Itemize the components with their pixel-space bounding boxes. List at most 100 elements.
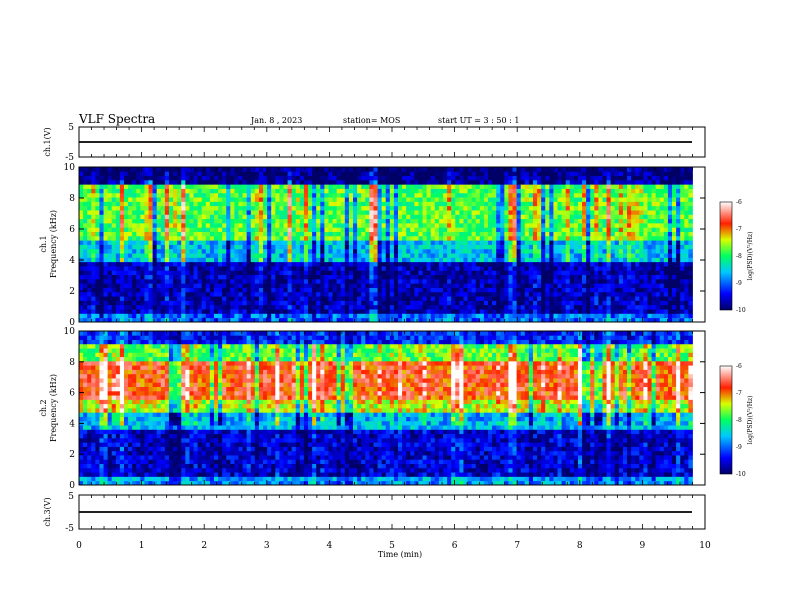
heatmap-cell	[582, 283, 587, 288]
heatmap-cell	[258, 192, 264, 198]
heatmap-cell	[189, 231, 194, 237]
heatmap-cell	[283, 287, 288, 293]
heatmap-cell	[590, 179, 595, 185]
heatmap-cell	[128, 192, 133, 198]
heatmap-cell	[512, 300, 518, 306]
heatmap-cell	[267, 283, 272, 288]
heatmap-cell	[471, 296, 477, 301]
heatmap-cell	[123, 317, 129, 323]
heatmap-cell	[246, 253, 252, 258]
heatmap-cell	[91, 253, 96, 258]
heatmap-cell	[406, 222, 411, 228]
heatmap-cell	[631, 266, 636, 271]
heatmap-cell	[635, 227, 640, 232]
heatmap-cell	[635, 210, 640, 215]
heatmap-cell	[487, 167, 493, 172]
heatmap-cell	[328, 171, 333, 177]
heatmap-cell	[324, 287, 329, 293]
heatmap-cell	[537, 261, 542, 267]
heatmap-cell	[230, 291, 235, 297]
heatmap-cell	[103, 274, 109, 280]
heatmap-cell	[549, 188, 554, 194]
heatmap-cell	[475, 296, 481, 301]
heatmap-cell	[606, 214, 612, 220]
heatmap-cell	[451, 231, 456, 237]
heatmap-cell	[336, 214, 342, 220]
heatmap-cell	[185, 309, 190, 314]
heatmap-cell	[635, 257, 640, 263]
heatmap-cell	[561, 231, 567, 237]
heatmap-cell	[238, 214, 243, 220]
heatmap-cell	[520, 253, 526, 258]
heatmap-cell	[230, 227, 235, 232]
heatmap-cell	[283, 214, 288, 220]
heatmap-cell	[234, 244, 239, 250]
heatmap-cell	[549, 253, 554, 258]
heatmap-cell	[250, 188, 256, 194]
heatmap-cell	[336, 291, 342, 297]
heatmap-cell	[373, 222, 378, 228]
heatmap-cell	[577, 278, 583, 284]
heatmap-cell	[115, 274, 121, 280]
heatmap-cell	[328, 274, 333, 280]
heatmap-cell	[168, 266, 174, 271]
heatmap-cell	[582, 270, 587, 276]
heatmap-cell	[291, 210, 297, 215]
heatmap-cell	[168, 235, 174, 241]
heatmap-cell	[340, 244, 346, 250]
heatmap-cell	[385, 257, 391, 263]
heatmap-cell	[451, 235, 456, 241]
heatmap-cell	[475, 261, 481, 267]
heatmap-cell	[398, 300, 403, 306]
heatmap-cell	[299, 300, 305, 306]
heatmap-cell	[512, 309, 518, 314]
heatmap-cell	[79, 283, 84, 288]
heatmap-cell	[193, 296, 199, 301]
heatmap-cell	[627, 210, 632, 215]
heatmap-cell	[87, 266, 92, 271]
heatmap-cell	[189, 266, 194, 271]
heatmap-cell	[389, 192, 395, 198]
heatmap-cell	[451, 257, 456, 263]
heatmap-cell	[532, 210, 538, 215]
heatmap-cell	[459, 201, 464, 207]
heatmap-cell	[353, 274, 358, 280]
heatmap-cell	[565, 179, 571, 185]
heatmap-cell	[115, 283, 121, 288]
heatmap-cell	[144, 248, 149, 254]
heatmap-cell	[459, 240, 464, 245]
heatmap-cell	[557, 205, 562, 211]
heatmap-cell	[512, 253, 518, 258]
heatmap-cell	[516, 278, 522, 284]
heatmap-cell	[132, 222, 137, 228]
heatmap-cell	[582, 210, 587, 215]
heatmap-cell	[316, 214, 321, 220]
heatmap-cell	[160, 205, 166, 211]
heatmap-cell	[402, 283, 407, 288]
heatmap-cell	[418, 291, 423, 297]
heatmap-cell	[279, 283, 284, 288]
heatmap-cell	[565, 253, 571, 258]
heatmap-cell	[197, 197, 203, 202]
heatmap-cell	[487, 197, 493, 202]
heatmap-cell	[459, 278, 464, 284]
heatmap-cell	[173, 214, 178, 220]
heatmap-cell	[508, 210, 513, 215]
heatmap-cell	[128, 222, 133, 228]
heatmap-cell	[107, 283, 113, 288]
heatmap-cell	[152, 175, 158, 181]
heatmap-cell	[541, 257, 546, 263]
heatmap-cell	[557, 304, 562, 310]
heatmap-cell	[398, 201, 403, 207]
heatmap-cell	[467, 171, 473, 177]
heatmap-cell	[487, 205, 493, 211]
heatmap-cell	[201, 235, 207, 241]
heatmap-cell	[496, 278, 501, 284]
heatmap-cell	[258, 253, 264, 258]
heatmap-cell	[181, 309, 186, 314]
heatmap-cell	[246, 210, 252, 215]
heatmap-cell	[271, 257, 276, 263]
heatmap-cell	[463, 274, 468, 280]
heatmap-cell	[193, 313, 199, 319]
heatmap-cell	[287, 248, 293, 254]
